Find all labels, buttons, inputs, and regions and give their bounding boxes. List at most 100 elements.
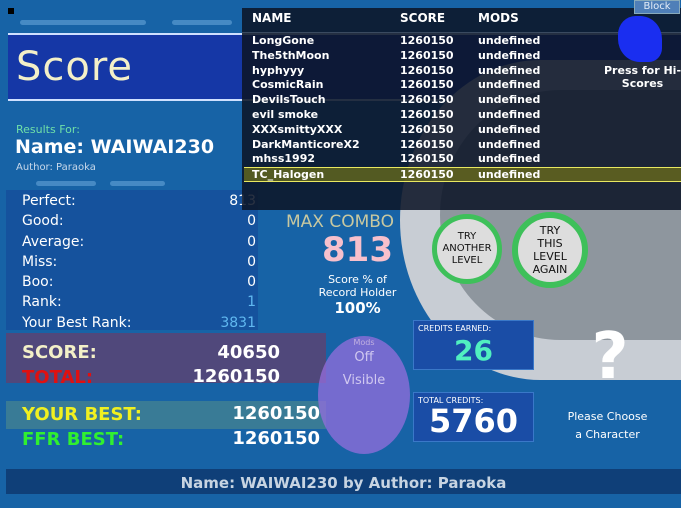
row-name: evil smoke [252, 108, 319, 121]
score-pct-label: Score % of [328, 273, 387, 286]
choose-character-label-1: Please Choose [567, 410, 648, 423]
hiscore-row[interactable]: DarkManticoreX2 1260150 undefined [244, 138, 681, 153]
score-label: SCORE: [22, 342, 97, 363]
row-name: LongGone [252, 34, 315, 47]
header-divider [242, 32, 681, 33]
row-name: CosmicRain [252, 78, 324, 92]
decor-stripe [110, 181, 165, 186]
row-name: XXXsmittyXXX [252, 122, 343, 136]
choose-character-label-2: a Character [575, 428, 640, 441]
best-box [6, 401, 326, 429]
max-combo-value: 813 [322, 230, 393, 270]
max-combo-label: MAX COMBO [286, 212, 395, 232]
stat-value: 3831 [220, 315, 256, 331]
total-label: TOTAL: [22, 367, 94, 388]
hiscore-row[interactable]: LongGone 1260150 undefined [244, 34, 681, 49]
choose-character-button[interactable]: ? [591, 320, 629, 394]
hiscore-row[interactable]: hyphyyy 1260150 undefined [244, 64, 681, 79]
menu-marker [8, 8, 14, 14]
mods-label: Mods [353, 338, 375, 347]
row-score: 1260150 [400, 63, 454, 77]
hiscores-label: Press for Hi-Scores [604, 64, 681, 90]
col-mods: MODS [478, 11, 519, 25]
row-mods: undefined [478, 168, 541, 182]
character-icon [618, 16, 662, 62]
hiscores-button[interactable]: Press for Hi-Scores [604, 16, 681, 94]
total-credits-box [413, 392, 534, 442]
row-mods: undefined [478, 63, 541, 77]
row-name: mhss1992 [252, 152, 316, 166]
stat-label: Rank: [22, 294, 62, 310]
score-box [6, 333, 326, 383]
row-score: 1260150 [400, 93, 454, 107]
total-credits-value: 5760 [428, 402, 519, 440]
credits-earned-label: CREDITS EARNED: [418, 324, 492, 333]
row-mods: undefined [478, 48, 541, 62]
mods-value-2: Visible [342, 373, 386, 388]
hiscore-row[interactable]: The5thMoon 1260150 undefined [244, 49, 681, 64]
footer-song-info: Name: WAIWAI230 by Author: Paraoka [6, 469, 681, 494]
row-mods: undefined [478, 122, 541, 136]
row-name: The5thMoon [252, 48, 330, 62]
row-name: hyphyyy [252, 63, 305, 77]
mods-value-1: Off [354, 350, 374, 365]
row-mods: undefined [478, 108, 541, 121]
row-mods: undefined [478, 137, 541, 151]
ffr-best-label: FFR BEST: [22, 429, 125, 450]
stat-label: Average: [22, 234, 85, 250]
total-value: 1260150 [192, 366, 280, 387]
record-holder-label: Record Holder [318, 286, 397, 299]
your-best-label: YOUR BEST: [22, 404, 142, 425]
try-another-level-button[interactable]: TRY ANOTHER LEVEL [432, 214, 502, 284]
row-score: 1260150 [400, 152, 454, 166]
hiscore-row[interactable]: mhss1992 1260150 undefined [244, 152, 681, 167]
try-this-level-again-button[interactable]: TRY THIS LEVEL AGAIN [512, 212, 588, 288]
decor-stripe [172, 20, 232, 25]
score-value: 40650 [217, 342, 280, 363]
stat-value: 0 [247, 234, 256, 250]
row-score: 1260150 [400, 48, 454, 62]
total-credits-label: TOTAL CREDITS: [418, 396, 484, 405]
page-title: Score [16, 44, 134, 90]
results-for-label: Results For: [16, 123, 80, 136]
row-score: 1260150 [400, 137, 454, 151]
stat-value: 0 [247, 274, 256, 290]
stat-label: Miss: [22, 254, 58, 270]
mods-bubble [318, 336, 410, 454]
stat-value: 1 [247, 294, 256, 310]
stat-label: Boo: [22, 274, 54, 290]
ffr-best-value: 1260150 [232, 428, 320, 449]
row-name: DarkManticoreX2 [252, 137, 360, 151]
credits-earned-box [413, 320, 534, 370]
stat-label: Your Best Rank: [22, 315, 132, 331]
row-score: 1260150 [400, 168, 454, 182]
hiscore-row[interactable]: XXXsmittyXXX 1260150 undefined [244, 123, 681, 138]
record-pct: 100% [334, 299, 381, 317]
your-best-value: 1260150 [232, 403, 320, 424]
player-name: Name: WAIWAI230 [15, 136, 215, 158]
decor-stripe [36, 181, 96, 186]
row-name: DevilsTouch [252, 93, 326, 107]
hiscore-row[interactable]: DevilsTouch 1260150 undefined [244, 93, 681, 108]
stat-label: Good: [22, 213, 64, 229]
row-score: 1260150 [400, 108, 454, 121]
block-button[interactable]: Block [634, 0, 680, 14]
stat-value: 0 [247, 254, 256, 270]
row-mods: undefined [478, 93, 541, 107]
row-score: 1260150 [400, 34, 454, 47]
hiscore-row[interactable]: TC_Halogen 1260150 undefined [244, 167, 681, 183]
hiscore-row[interactable]: CosmicRain 1260150 undefined [244, 78, 681, 93]
row-mods: undefined [478, 78, 541, 92]
author: Author: Paraoka [16, 162, 96, 173]
decor-stripe [20, 20, 146, 25]
col-name: NAME [252, 11, 292, 25]
row-name: TC_Halogen [252, 168, 325, 182]
row-score: 1260150 [400, 122, 454, 136]
stat-label: Perfect: [22, 193, 76, 209]
row-mods: undefined [478, 34, 541, 47]
row-score: 1260150 [400, 78, 454, 92]
stat-value: 0 [247, 213, 256, 229]
stats-panel [6, 190, 258, 330]
row-mods: undefined [478, 152, 541, 166]
hiscore-row[interactable]: evil smoke 1260150 undefined [244, 108, 681, 123]
